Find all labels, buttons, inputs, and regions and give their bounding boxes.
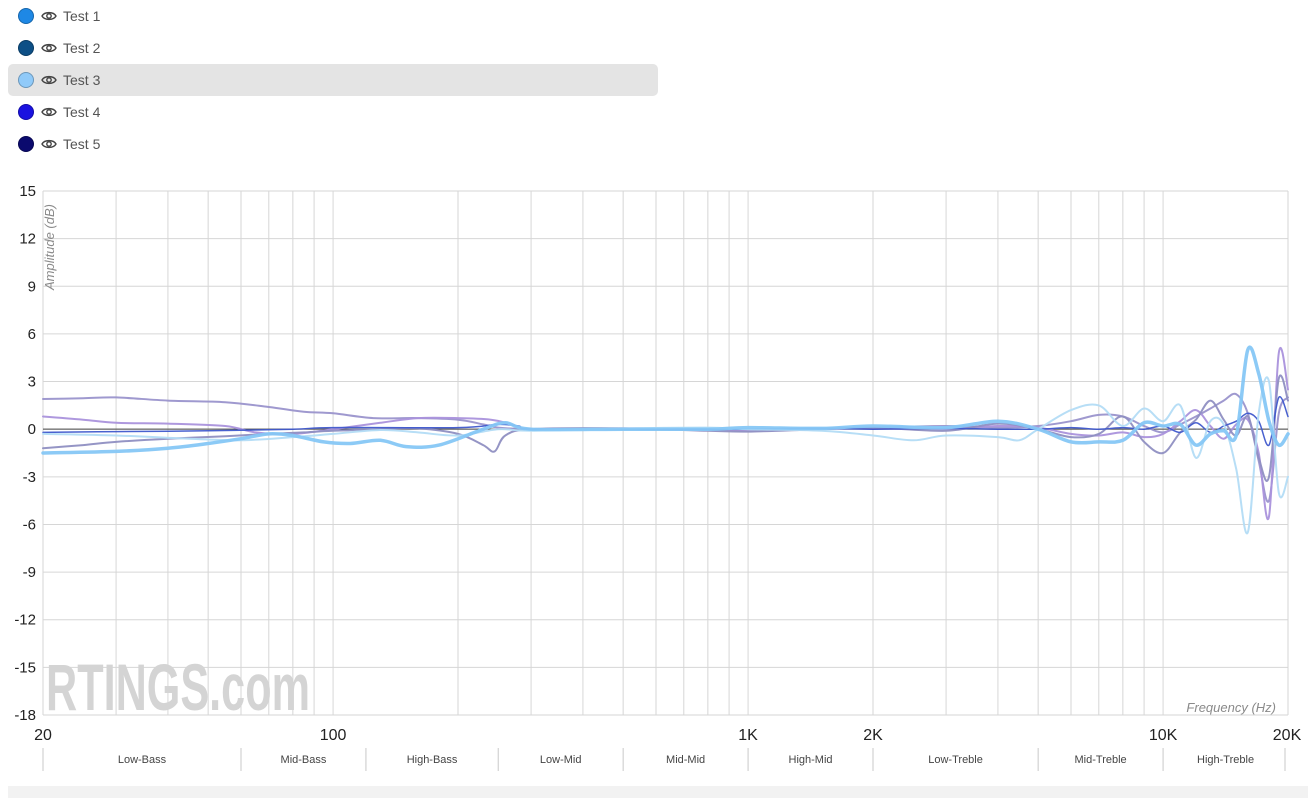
x-tick-label: 20 bbox=[34, 727, 52, 744]
eye-icon[interactable] bbox=[41, 104, 57, 120]
eye-icon[interactable] bbox=[41, 72, 57, 88]
series-line-1 bbox=[42, 392, 1289, 503]
y-tick-label: 9 bbox=[28, 278, 36, 295]
series-line-6 bbox=[41, 345, 1290, 455]
legend-item-2[interactable]: Test 2 bbox=[8, 32, 658, 64]
axis-labels: Amplitude (dB) Frequency (Hz) 15 12 9 6 3 0 -3… bbox=[14, 183, 1301, 744]
x-tick-label: 2K bbox=[863, 727, 883, 744]
legend-item-3[interactable]: Test 3 bbox=[8, 64, 658, 96]
y-tick-label: -9 bbox=[23, 564, 36, 581]
legend-label: Test 3 bbox=[63, 72, 101, 88]
legend-item-1[interactable]: Test 1 bbox=[8, 0, 658, 32]
watermark: RTINGS.com bbox=[46, 650, 310, 724]
color-swatch[interactable] bbox=[18, 104, 34, 120]
band-label: High-Bass bbox=[407, 754, 458, 766]
rtings-watermark: RTINGS.com bbox=[46, 650, 310, 724]
series-line-4 bbox=[42, 395, 1289, 447]
y-tick-label: -18 bbox=[14, 707, 36, 724]
legend-label: Test 1 bbox=[63, 8, 101, 24]
band-label: Low-Treble bbox=[928, 754, 983, 766]
y-tick-label: 0 bbox=[28, 421, 36, 438]
y-tick-label: -3 bbox=[23, 469, 36, 486]
legend-item-5[interactable]: Test 5 bbox=[8, 128, 658, 160]
legend: Test 1 Test 2 Test 3 Test 4 Test 5 bbox=[8, 0, 658, 160]
band-label: Mid-Bass bbox=[281, 754, 327, 766]
footer-bar bbox=[8, 786, 1308, 798]
band-label: Low-Bass bbox=[118, 754, 167, 766]
color-swatch[interactable] bbox=[18, 136, 34, 152]
y-tick-label: -6 bbox=[23, 516, 36, 533]
chart-grid bbox=[42, 190, 1289, 716]
eye-icon[interactable] bbox=[41, 8, 57, 24]
legend-label: Test 4 bbox=[63, 104, 101, 120]
x-tick-label: 1K bbox=[738, 727, 758, 744]
color-swatch[interactable] bbox=[18, 8, 34, 24]
y-tick-label: 3 bbox=[28, 374, 36, 391]
y-tick-label: 15 bbox=[19, 183, 36, 200]
legend-label: Test 2 bbox=[63, 40, 101, 56]
color-swatch[interactable] bbox=[18, 72, 34, 88]
band-label: Mid-Treble bbox=[1075, 754, 1127, 766]
frequency-bands: Low-Bass Mid-Bass High-Bass Low-Mid Mid-Mid H… bbox=[42, 748, 1286, 771]
y-tick-label: 12 bbox=[19, 231, 36, 248]
eye-icon[interactable] bbox=[41, 40, 57, 56]
eye-icon[interactable] bbox=[41, 136, 57, 152]
band-label: High-Mid bbox=[789, 754, 833, 766]
band-label: Low-Mid bbox=[540, 754, 582, 766]
y-axis-label: Amplitude (dB) bbox=[42, 204, 57, 291]
series-lines bbox=[41, 345, 1290, 535]
x-tick-label: 20K bbox=[1273, 727, 1302, 744]
legend-item-4[interactable]: Test 4 bbox=[8, 96, 658, 128]
color-swatch[interactable] bbox=[18, 40, 34, 56]
y-tick-label: -15 bbox=[14, 659, 36, 676]
x-tick-label: 100 bbox=[320, 727, 347, 744]
band-label: Mid-Mid bbox=[666, 754, 705, 766]
legend-label: Test 5 bbox=[63, 136, 101, 152]
y-tick-label: -12 bbox=[14, 612, 36, 629]
x-tick-label: 10K bbox=[1149, 727, 1178, 744]
y-tick-label: 6 bbox=[28, 326, 36, 343]
band-label: High-Treble bbox=[1197, 754, 1254, 766]
x-axis-label: Frequency (Hz) bbox=[1186, 700, 1276, 715]
series-line-5 bbox=[42, 376, 1289, 535]
